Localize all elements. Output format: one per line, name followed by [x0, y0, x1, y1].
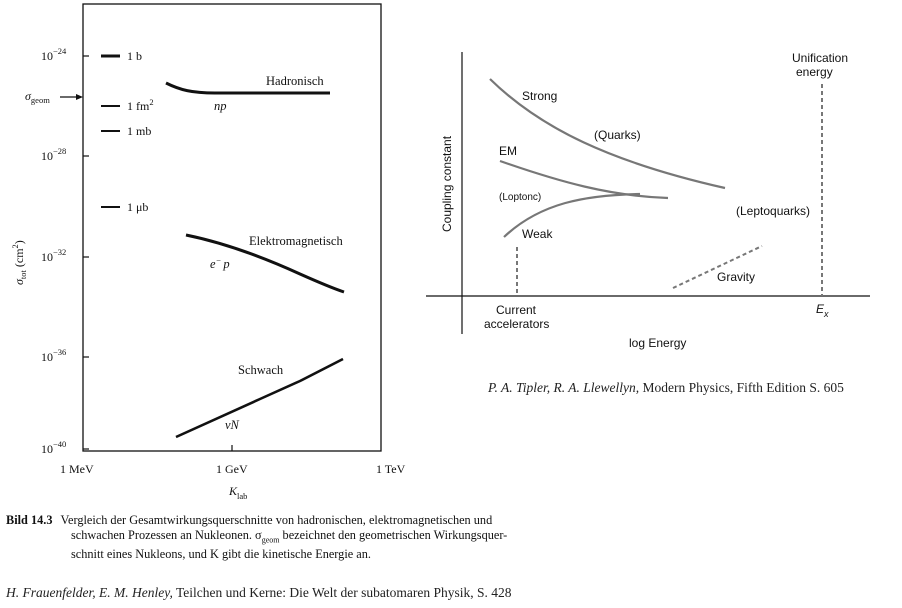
- curve-gravity: [672, 245, 763, 289]
- y-tick-1e-40: 10−40: [41, 439, 66, 456]
- credit-tipler-authors: P. A. Tipler, R. A. Llewellyn,: [488, 380, 640, 395]
- sigma-geom-label: σgeom: [25, 89, 50, 105]
- unit-marker-bars: [101, 54, 120, 208]
- caption-line-1: Bild 14.3 Vergleich der Gesamtwirkungsque…: [6, 513, 493, 527]
- caption-line-3: schnitt eines Nukleons, und K gibt die k…: [71, 547, 371, 562]
- label-current: Current: [496, 303, 537, 317]
- left-plot-frame: [82, 3, 382, 452]
- left-plot: 10−24 10−28 10−32 10−36 10−40 1 MeV 1 Ge…: [10, 3, 406, 501]
- curve-electromagnetic: [185, 233, 345, 294]
- label-quarks: (Quarks): [594, 128, 641, 142]
- label-unification: Unification: [792, 51, 848, 65]
- x-tick-1tev: 1 TeV: [376, 462, 406, 476]
- process-label-np: np: [214, 99, 227, 113]
- curve-label-hadronisch: Hadronisch: [266, 74, 324, 88]
- credit-frauenfelder: H. Frauenfelder, E. M. Henley, Teilchen …: [6, 585, 512, 601]
- label-gravity: Gravity: [717, 270, 755, 284]
- right-x-axis-label: log Energy: [629, 336, 686, 350]
- credit-frauenfelder-authors: H. Frauenfelder, E. M. Henley,: [6, 585, 173, 600]
- unit-marker-fm2: 1 fm2: [127, 97, 154, 113]
- y-tick-1e-32: 10−32: [41, 247, 66, 264]
- unit-marker-mb: 1 mb: [127, 124, 151, 138]
- figure-caption: Bild 14.3 Vergleich der Gesamtwirkungsque…: [6, 513, 626, 562]
- label-strong: Strong: [522, 89, 557, 103]
- right-y-axis-label: Coupling constant: [440, 135, 454, 232]
- y-tick-1e-24: 10−24: [41, 46, 67, 63]
- process-label-ep: e− p: [210, 255, 230, 271]
- y-axis-label: σtot (cm2): [10, 240, 28, 285]
- caption-line-2: schwachen Prozessen an Nukleonen. σgeom …: [71, 528, 508, 545]
- unit-marker-mub: 1 μb: [127, 200, 148, 214]
- right-plot: Strong (Quarks) EM (Loptonc) Weak (Lepto…: [426, 51, 870, 350]
- label-loptonc: (Loptonc): [499, 192, 541, 203]
- credit-tipler-title: Modern Physics, Fifth Edition S. 605: [639, 380, 844, 395]
- label-ex: Ex: [816, 302, 829, 319]
- y-tick-1e-36: 10−36: [41, 347, 66, 364]
- x-tick-1gev: 1 GeV: [216, 462, 248, 476]
- x-axis-label: Klab: [228, 484, 247, 501]
- credit-tipler: P. A. Tipler, R. A. Llewellyn, Modern Ph…: [488, 380, 844, 396]
- caption-label: Bild 14.3: [6, 513, 53, 527]
- sigma-geom-arrow: [60, 94, 83, 100]
- label-weak: Weak: [522, 227, 553, 241]
- curve-label-schwach: Schwach: [238, 363, 284, 377]
- curve-weak: [175, 357, 344, 439]
- x-tick-1mev: 1 MeV: [60, 462, 94, 476]
- curve-label-elektromagnetisch: Elektromagnetisch: [249, 234, 343, 248]
- unit-marker-barn: 1 b: [127, 49, 142, 63]
- curve-em: [499, 159, 669, 200]
- process-label-nun: νN: [225, 418, 240, 432]
- left-y-tick-marks: [83, 55, 233, 451]
- y-tick-1e-28: 10−28: [41, 146, 66, 163]
- label-energy: energy: [796, 65, 833, 79]
- curve-weak-coupling: [503, 192, 641, 238]
- curve-hadronic: [165, 81, 330, 95]
- label-leptoquarks: (Leptoquarks): [736, 204, 810, 218]
- label-accelerators: accelerators: [484, 317, 549, 331]
- label-em: EM: [499, 144, 517, 158]
- curve-strong: [489, 78, 726, 190]
- credit-frauenfelder-title: Teilchen und Kerne: Die Welt der subatom…: [172, 585, 512, 600]
